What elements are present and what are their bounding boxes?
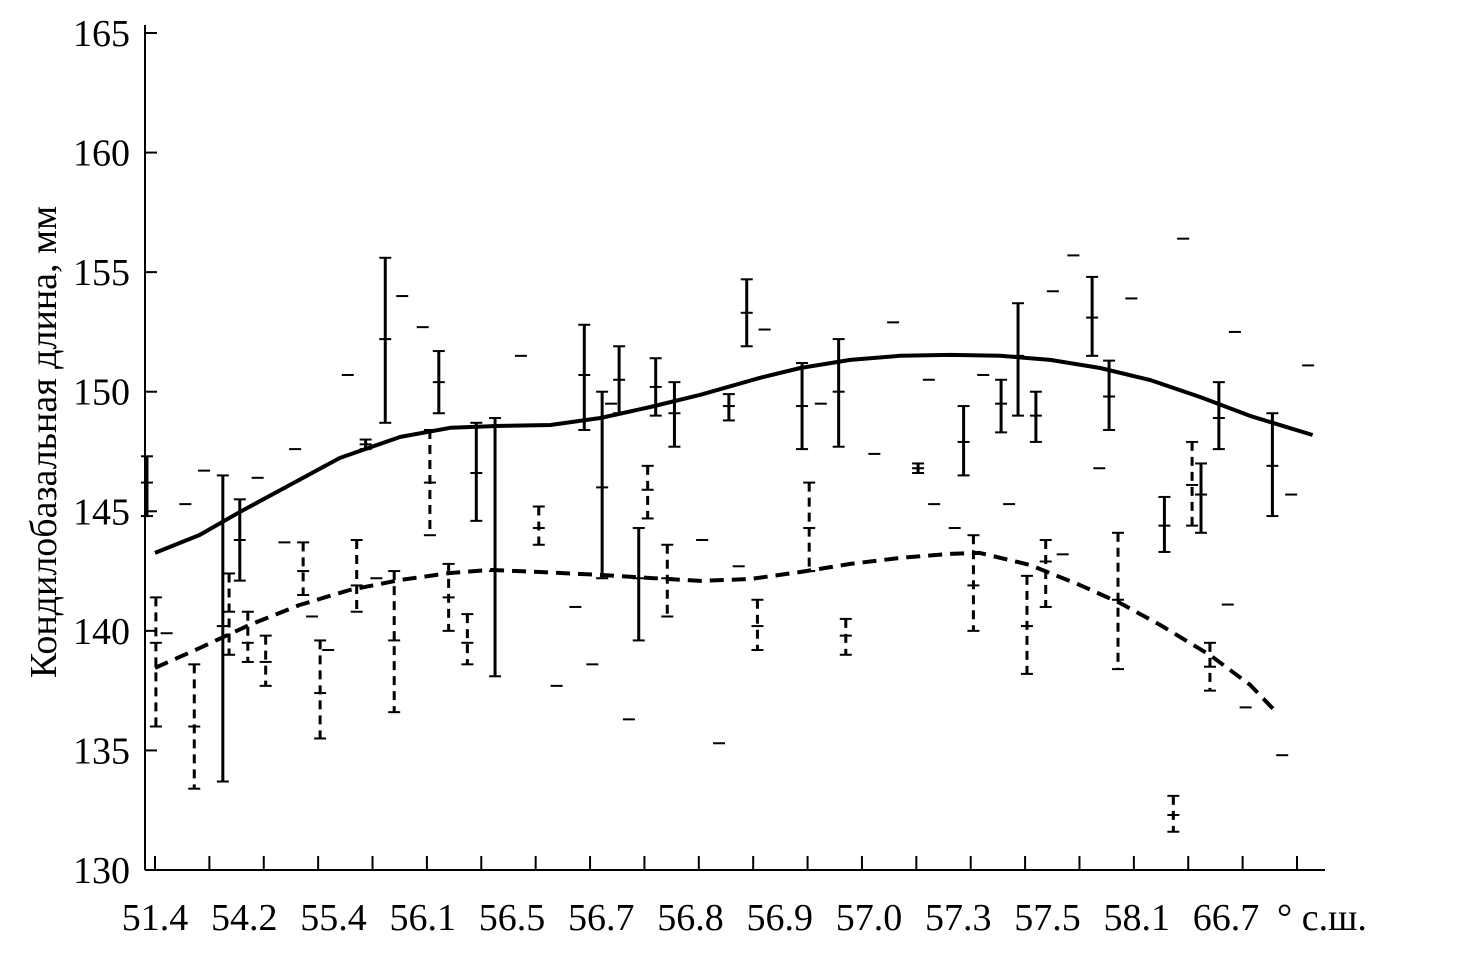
x-tick-label: 57.0: [836, 897, 903, 939]
error-bar-dashed: [1167, 794, 1180, 833]
error-bar-solid: [740, 278, 753, 348]
error-bar-dashed: [912, 462, 925, 475]
error-bar-solid: [379, 256, 392, 424]
error-bar-solid: [216, 474, 229, 783]
error-bar-dashed: [188, 663, 201, 790]
error-bar-solid: [796, 362, 809, 451]
error-bar-dashed: [442, 562, 455, 632]
error-bar-solid: [1212, 381, 1225, 451]
x-tick-label: 51.4: [122, 897, 189, 939]
axes: 130 135 140 145 150 155 160 165 51.4 54.2 55.4 56.1…: [73, 13, 1325, 939]
error-bar-solid: [649, 357, 662, 417]
error-bar-solid: [1029, 390, 1042, 443]
error-bar-solid: [233, 498, 246, 582]
error-bar-dashed: [314, 639, 327, 740]
error-bar-solid: [632, 527, 645, 642]
error-bar-solid: [596, 390, 609, 580]
error-bar-dashed: [641, 464, 654, 520]
x-tick-label: 56.8: [657, 897, 724, 939]
error-bar-solid: [957, 405, 970, 477]
error-bar-dashed: [1203, 641, 1216, 692]
error-bar-solid: [140, 455, 153, 518]
trend-line-dashed: [154, 550, 1278, 714]
trend-line-solid: [154, 352, 1314, 555]
x-tick-label: 57.3: [925, 897, 992, 939]
error-bar-solid: [1266, 412, 1279, 518]
error-bar-dashed: [259, 634, 272, 687]
error-bar-dashed: [803, 481, 816, 573]
x-tick-label: 56.5: [479, 897, 546, 939]
error-bar-solid: [1195, 462, 1208, 534]
y-tick-label: 150: [73, 372, 130, 414]
y-tick-label: 140: [73, 611, 130, 653]
error-bar-dashed: [1112, 531, 1125, 671]
error-bar-dashed: [423, 428, 436, 537]
error-bar-dashed: [1039, 538, 1052, 608]
error-bar-dashed: [461, 613, 474, 666]
error-bar-solid: [832, 338, 845, 448]
x-tick-label: 56.7: [568, 897, 635, 939]
x-tick-label: 66.7: [1193, 897, 1260, 939]
error-bar-solid: [1086, 275, 1099, 357]
error-bar-solid: [613, 345, 626, 415]
x-tick-label: 57.5: [1014, 897, 1081, 939]
error-bar-solid: [359, 438, 372, 451]
y-tick-label: 165: [73, 13, 130, 55]
error-bar-dashed: [149, 596, 162, 728]
y-tick-label: 160: [73, 133, 130, 175]
error-bar-solid: [1103, 359, 1116, 431]
error-bar-dashed: [297, 541, 310, 596]
error-bar-solid: [470, 421, 483, 522]
error-bar-solid: [432, 350, 445, 415]
x-tick-label: 55.4: [300, 897, 367, 939]
error-bar-dashed: [839, 617, 852, 656]
x-axis-unit-label: ° с.ш.: [1277, 897, 1367, 939]
error-bar-dashed: [1186, 440, 1199, 527]
error-bar-solid: [1158, 495, 1171, 553]
error-bar-dashed: [532, 505, 545, 546]
y-tick-label: 145: [73, 491, 130, 533]
chart-marks: [140, 237, 1315, 833]
error-bar-dashed: [241, 610, 254, 663]
y-tick-label: 155: [73, 252, 130, 294]
error-bar-dashed: [350, 538, 363, 613]
error-bar-solid: [1012, 302, 1025, 417]
error-bar-solid: [668, 381, 681, 448]
x-tick-label: 56.1: [390, 897, 457, 939]
error-bar-dashed: [223, 572, 236, 656]
error-bar-dashed: [388, 570, 401, 714]
y-tick-label: 130: [73, 850, 130, 892]
error-bar-dashed: [751, 598, 764, 651]
error-bar-dashed: [967, 534, 980, 632]
y-axis-label: Кондилобазальная длина, мм: [23, 206, 65, 678]
error-bar-solid: [578, 323, 591, 431]
x-tick-label: 58.1: [1104, 897, 1171, 939]
x-tick-label: 56.9: [747, 897, 814, 939]
error-bar-dashed: [661, 543, 674, 618]
error-bar-dashed: [1020, 574, 1033, 675]
y-tick-label: 135: [73, 730, 130, 772]
error-bar-solid: [489, 417, 502, 678]
x-tick-label: 54.2: [211, 897, 278, 939]
error-bar-solid: [722, 393, 735, 422]
error-bar-solid: [995, 378, 1008, 434]
